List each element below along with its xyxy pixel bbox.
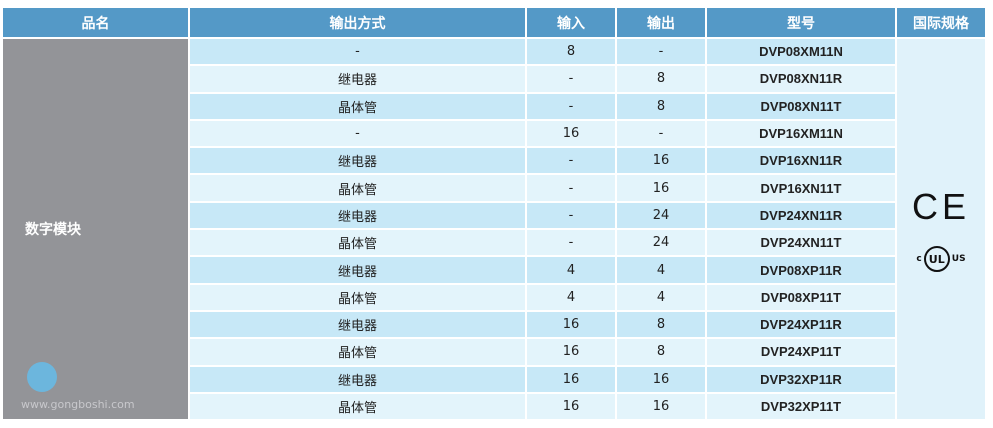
table-row: 晶体管 16 8 DVP24XP11T <box>3 339 985 365</box>
output-cell: 8 <box>617 93 705 119</box>
table-row: 晶体管 -16 DVP16XN11T <box>3 175 985 201</box>
input-cell: 16 <box>527 311 615 338</box>
output-cell: 8 <box>617 311 705 338</box>
model-cell: DVP08XN11T <box>707 93 895 119</box>
table-row: 继电器 -8 DVP08XN11R <box>3 66 985 92</box>
header-output: 输出 <box>617 8 705 37</box>
output-cell: - <box>617 39 705 65</box>
watermark-url: www.gongboshi.com <box>21 398 135 412</box>
header-output-type: 输出方式 <box>190 8 525 37</box>
ul-mark-icon: c UL US <box>897 246 985 273</box>
header-product-name: 品名 <box>3 8 188 37</box>
model-cell: DVP24XP11T <box>707 339 895 365</box>
output-cell: 24 <box>617 230 705 256</box>
input-cell: - <box>527 93 615 119</box>
certification-cell: CE c UL US <box>897 39 985 420</box>
output-type-cell: 晶体管 <box>190 93 525 119</box>
output-type-cell: 晶体管 <box>190 339 525 365</box>
output-cell: 24 <box>617 202 705 229</box>
header-row: 品名 输出方式 输入 输出 型号 国际规格 <box>3 8 985 37</box>
output-cell: 8 <box>617 66 705 92</box>
model-cell: DVP16XN11T <box>707 175 895 201</box>
table-row: 继电器 -24 DVP24XN11R <box>3 202 985 229</box>
output-cell: 16 <box>617 393 705 420</box>
table-row: 晶体管 -8 DVP08XN11T <box>3 93 985 119</box>
input-cell: 16 <box>527 366 615 392</box>
input-cell: 16 <box>527 393 615 420</box>
model-cell: DVP24XP11R <box>707 311 895 338</box>
ul-circle: UL <box>923 246 950 273</box>
output-type-cell: - <box>190 120 525 147</box>
header-input: 输入 <box>527 8 615 37</box>
input-cell: 4 <box>527 284 615 310</box>
output-cell: 16 <box>617 366 705 392</box>
table-row: 晶体管 4 4 DVP08XP11T <box>3 284 985 310</box>
ce-mark-icon: CE <box>911 186 970 228</box>
model-cell: DVP24XN11T <box>707 230 895 256</box>
model-cell: DVP16XN11R <box>707 148 895 174</box>
output-type-cell: 继电器 <box>190 257 525 283</box>
input-cell: - <box>527 66 615 92</box>
table-row: -16- DVP16XM11N <box>3 120 985 147</box>
input-cell: 8 <box>527 39 615 65</box>
header-certification: 国际规格 <box>897 8 985 37</box>
model-cell: DVP08XM11N <box>707 39 895 65</box>
table-row: 继电器 16 8 DVP24XP11R <box>3 311 985 338</box>
table-row: 晶体管 16 16 DVP32XP11T <box>3 393 985 420</box>
output-type-cell: 继电器 <box>190 66 525 92</box>
input-cell: - <box>527 148 615 174</box>
model-cell: DVP32XP11R <box>707 366 895 392</box>
input-cell: 16 <box>527 339 615 365</box>
ul-us-label: US <box>951 254 966 265</box>
output-type-cell: 晶体管 <box>190 393 525 420</box>
output-type-cell: 晶体管 <box>190 284 525 310</box>
output-cell: - <box>617 120 705 147</box>
product-table: 品名 输出方式 输入 输出 型号 国际规格 数字模块 www.gongboshi.… <box>1 6 987 421</box>
output-cell: 16 <box>617 148 705 174</box>
input-cell: 16 <box>527 120 615 147</box>
input-cell: - <box>527 175 615 201</box>
table-row: 继电器 16 16 DVP32XP11R <box>3 366 985 392</box>
model-cell: DVP08XP11T <box>707 284 895 310</box>
model-cell: DVP16XM11N <box>707 120 895 147</box>
watermark-logo: www.gongboshi.com <box>21 362 135 411</box>
table-row: 继电器 4 4 DVP08XP11R <box>3 257 985 283</box>
output-type-cell: 继电器 <box>190 148 525 174</box>
output-type-cell: - <box>190 39 525 65</box>
table-row: 数字模块 www.gongboshi.com -8- DVP08XM11N CE c UL U… <box>3 39 985 420</box>
model-cell: DVP08XP11R <box>707 257 895 283</box>
category-label: 数字模块 <box>25 222 81 239</box>
header-model: 型号 <box>707 8 895 37</box>
output-type-cell: 晶体管 <box>190 230 525 256</box>
model-cell: DVP32XP11T <box>707 393 895 420</box>
output-type-cell: 晶体管 <box>190 175 525 201</box>
output-cell: 4 <box>617 284 705 310</box>
mascot-icon <box>27 362 57 393</box>
ul-c-label: c <box>916 254 922 265</box>
table-row: 继电器 -16 DVP16XN11R <box>3 148 985 174</box>
model-cell: DVP08XN11R <box>707 66 895 92</box>
category-cell: 数字模块 www.gongboshi.com <box>3 39 188 420</box>
output-cell: 8 <box>617 339 705 365</box>
output-type-cell: 继电器 <box>190 366 525 392</box>
table-row: 晶体管 -24 DVP24XN11T <box>3 230 985 256</box>
output-cell: 4 <box>617 257 705 283</box>
output-cell: 16 <box>617 175 705 201</box>
model-cell: DVP24XN11R <box>707 202 895 229</box>
output-type-cell: 继电器 <box>190 202 525 229</box>
input-cell: - <box>527 202 615 229</box>
output-type-cell: 继电器 <box>190 311 525 338</box>
input-cell: 4 <box>527 257 615 283</box>
input-cell: - <box>527 230 615 256</box>
